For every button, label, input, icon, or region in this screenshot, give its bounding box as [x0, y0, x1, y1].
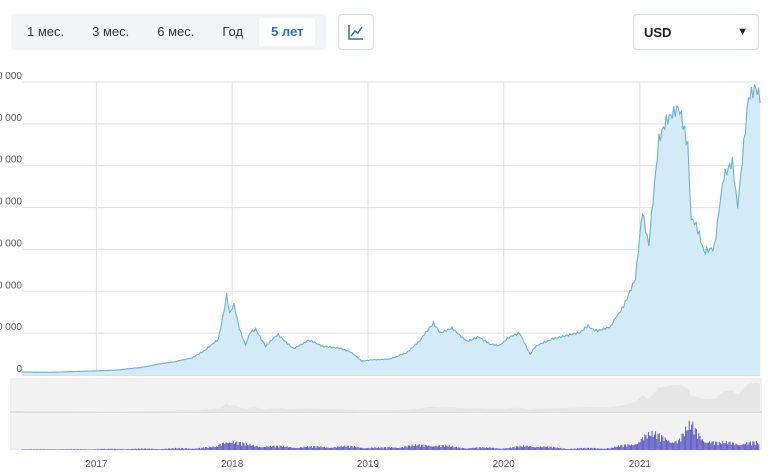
period-5y-button[interactable]: 5 лет	[259, 18, 316, 46]
y-tick-label: 60 000	[0, 113, 22, 124]
caret-down-icon: ▼	[737, 26, 748, 38]
period-1m-button[interactable]: 1 мес.	[27, 24, 65, 39]
y-tick-label: 50 000	[0, 155, 22, 166]
x-tick-label: 2018	[221, 459, 244, 470]
chart-type-button[interactable]	[338, 14, 374, 50]
x-tick-label: 2017	[85, 459, 108, 470]
price-area	[22, 84, 760, 375]
period-year-button[interactable]: Год	[222, 24, 244, 39]
volume-bars	[21, 420, 760, 450]
y-tick-label: 30 000	[0, 238, 22, 249]
navigator-area	[22, 382, 760, 412]
y-tick-label: 70 000	[0, 71, 22, 82]
x-tick-label: 2020	[493, 459, 516, 470]
period-3m-button[interactable]: 3 мес.	[92, 24, 130, 39]
x-tick-label: 2021	[629, 459, 652, 470]
line-chart-icon	[348, 25, 363, 40]
y-tick-label: 0	[16, 364, 22, 375]
period-selector: 1 мес. 3 мес. 6 мес. Год 5 лет	[11, 14, 326, 50]
price-line	[21, 84, 761, 373]
y-tick-label: 10 000	[0, 322, 22, 333]
x-tick-label: 2019	[357, 459, 380, 470]
currency-select[interactable]: USD ▼	[633, 14, 759, 50]
navigator-background	[10, 378, 762, 450]
currency-value: USD	[644, 24, 672, 40]
y-tick-label: 20 000	[0, 280, 22, 291]
y-tick-label: 40 000	[0, 197, 22, 208]
period-6m-button[interactable]: 6 мес.	[157, 24, 195, 39]
